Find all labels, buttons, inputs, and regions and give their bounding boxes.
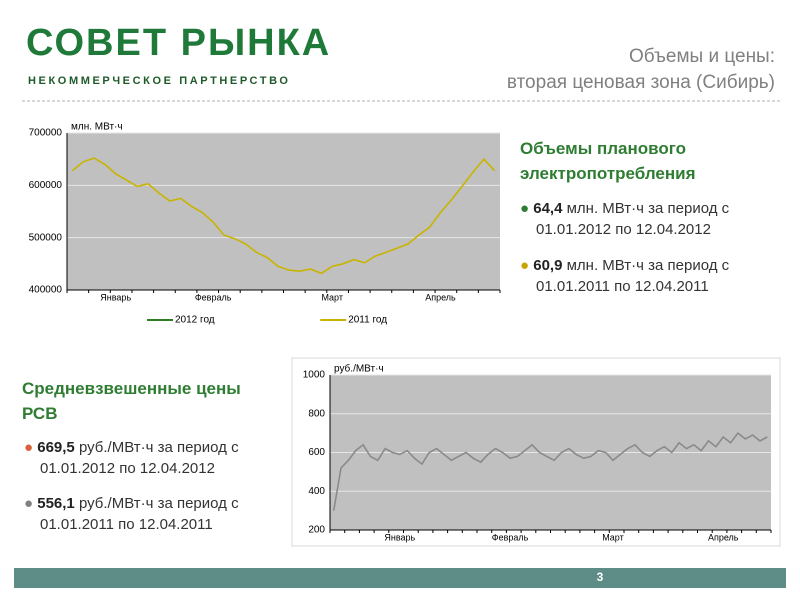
y-tick-label: 600	[308, 447, 325, 458]
page-number: 3	[597, 570, 604, 584]
y-tick-label: 1000	[303, 370, 326, 381]
bullet-dot: ●	[24, 439, 38, 456]
series-line	[71, 157, 496, 275]
bullet-value: 556,1	[37, 495, 75, 512]
bullet: ● 64,4 млн. МВт·ч за период с 01.01.2012…	[520, 198, 791, 240]
legend-label: 2011 год	[348, 315, 387, 326]
section-title: Объемы планового электропотребления	[520, 139, 696, 183]
title: Объемы и цены:	[628, 46, 775, 67]
y-axis-label: руб./МВт·ч	[334, 363, 384, 375]
x-tick-label: Февраль	[492, 532, 529, 542]
x-tick-label: Апрель	[708, 532, 739, 542]
section-title: Средневзвешенные цены РСВ	[22, 379, 241, 423]
bullet: ● 556,1 руб./МВт·ч за период с 01.01.201…	[24, 493, 290, 535]
y-tick-label: 600000	[29, 180, 63, 191]
logo-subtitle: НЕКОММЕРЧЕСКОЕ ПАРТНЕРСТВО	[28, 75, 291, 87]
bullet: ● 669,5 руб./МВт·ч за период с 01.01.201…	[24, 437, 290, 479]
footer-bar	[14, 568, 786, 588]
bullet: ● 60,9 млн. МВт·ч за период с 01.01.2011…	[520, 255, 791, 297]
bullet-text: млн. МВт·ч за период с 01.01.2012 по 12.…	[536, 200, 730, 238]
y-tick-label: 400000	[29, 285, 63, 296]
x-tick-label: Апрель	[425, 292, 456, 302]
y-tick-label: 200	[308, 525, 325, 536]
chart-frame	[291, 357, 781, 547]
x-tick-label: Январь	[384, 532, 415, 542]
bullet-value: 64,4	[533, 200, 563, 217]
x-tick-label: Февраль	[195, 292, 232, 302]
y-tick-label: 400	[308, 486, 325, 497]
logo: СОВЕТ РЫНКА	[26, 22, 332, 64]
y-tick-label: 700000	[29, 128, 63, 139]
x-tick-label: Январь	[100, 292, 131, 302]
y-tick-label: 500000	[29, 232, 63, 243]
bullet-dot: ●	[24, 495, 38, 512]
bullet-dot: ●	[520, 200, 534, 217]
plot-area	[67, 133, 500, 290]
bullet-value: 669,5	[37, 439, 75, 456]
series-line	[332, 431, 768, 511]
title: вторая ценовая зона (Сибирь)	[506, 72, 775, 93]
x-tick-label: Март	[602, 532, 624, 542]
y-axis-label: млн. МВт·ч	[71, 122, 123, 133]
y-tick-label: 800	[308, 408, 325, 419]
bullet-text: руб./МВт·ч за период с 01.01.2011 по 12.…	[40, 495, 239, 533]
bullet-text: млн. МВт·ч за период с 01.01.2011 по 12.…	[536, 257, 730, 295]
bullet-text: руб./МВт·ч за период с 01.01.2012 по 12.…	[40, 439, 239, 477]
x-tick-label: Март	[321, 292, 343, 302]
bullet-dot: ●	[520, 257, 534, 274]
bullet-value: 60,9	[533, 257, 563, 274]
legend-label: 2012 год	[175, 315, 215, 326]
